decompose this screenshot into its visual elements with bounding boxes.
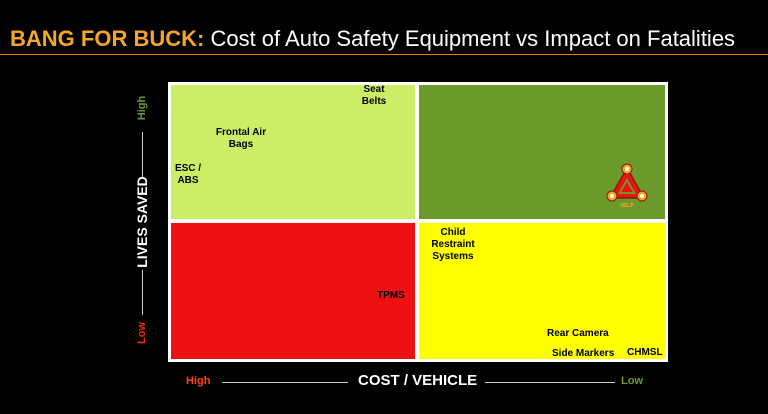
item-label-child-restraint-systems: Child Restraint Systems [431, 227, 475, 262]
item-label-tpms: TPMS [377, 290, 405, 301]
help-logo-text: HELP [620, 203, 634, 209]
y-axis-rule-upper [142, 132, 143, 178]
y-axis-high: High [136, 95, 148, 121]
quadrant-bottom-right [417, 221, 668, 362]
quadrant-top-left [168, 82, 417, 221]
item-label-chmsl: CHMSL [627, 347, 663, 358]
item-label-seat-belts: Seat Belts [361, 84, 387, 107]
y-axis-low: Low [136, 322, 148, 344]
y-axis-rule-lower [142, 270, 143, 315]
y-axis-label: LIVES SAVED [134, 176, 150, 268]
help-triangle-logo: HELP [606, 163, 648, 209]
item-label-frontal-air-bags: Frontal Air Bags [215, 127, 267, 150]
title-underline [0, 54, 768, 55]
title-rest: Cost of Auto Safety Equipment vs Impact … [210, 26, 736, 51]
x-axis-rule-left [222, 382, 348, 383]
page-title: BANG FOR BUCK: Cost of Auto Safety Equip… [10, 26, 735, 52]
quadrant-bottom-left [168, 221, 417, 362]
title-highlight: BANG FOR BUCK: [10, 26, 205, 51]
x-axis-high: High [186, 375, 211, 387]
x-axis-label: COST / VEHICLE [358, 372, 478, 389]
item-label-rear-camera: Rear Camera [547, 328, 609, 339]
item-label-esc-abs: ESC / ABS [174, 163, 202, 186]
x-axis-rule-right [485, 382, 615, 383]
x-axis-low: Low [621, 375, 643, 387]
item-label-side-markers: Side Markers [552, 348, 615, 359]
quadrant-divider-horizontal [168, 219, 668, 223]
